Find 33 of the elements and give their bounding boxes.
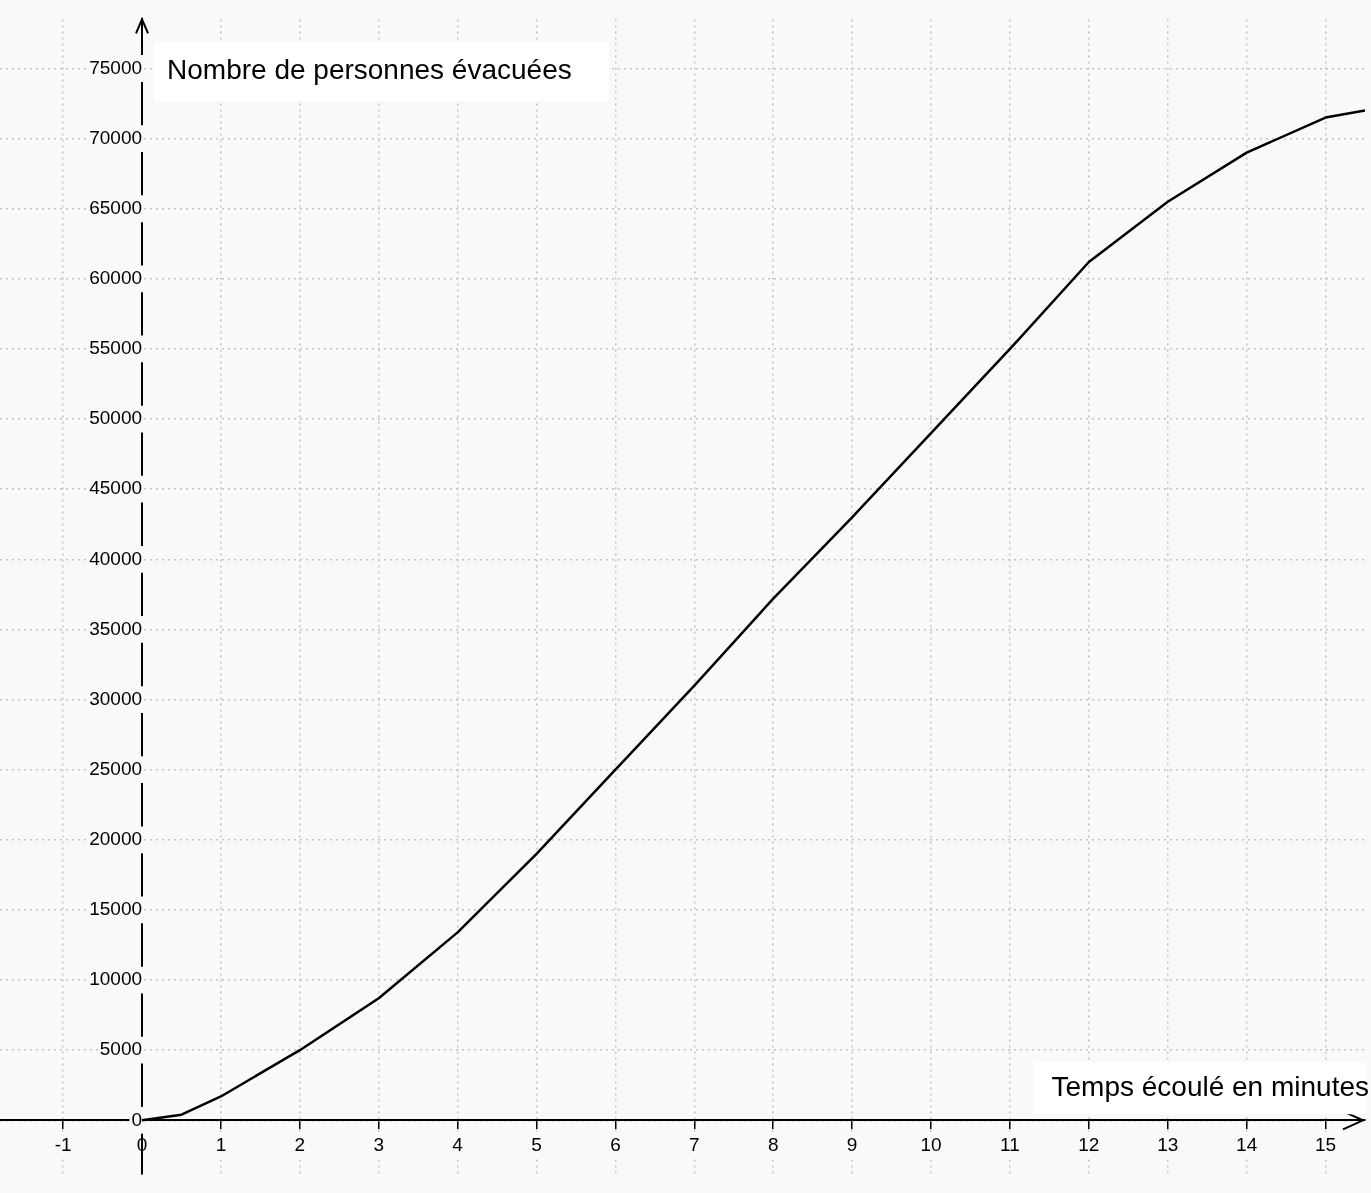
y-tick-label: 25000 bbox=[89, 757, 143, 779]
y-tick-label: 5000 bbox=[99, 1038, 143, 1060]
y-tick-label: 50000 bbox=[89, 407, 143, 429]
x-tick-label: 1 bbox=[215, 1133, 227, 1155]
x-tick-label: 8 bbox=[767, 1133, 779, 1155]
x-axis-title: Temps écoulé en minutes bbox=[1051, 1071, 1369, 1103]
x-tick-label: 7 bbox=[689, 1133, 700, 1155]
x-tick-label: 10 bbox=[920, 1133, 942, 1155]
x-tick-label: 11 bbox=[1000, 1133, 1020, 1155]
x-tick-label: 13 bbox=[1157, 1133, 1179, 1155]
x-tick-label: 4 bbox=[452, 1133, 464, 1155]
y-tick-label: 35000 bbox=[89, 617, 143, 639]
y-tick-label: 75000 bbox=[89, 56, 143, 78]
x-tick-label: 9 bbox=[846, 1133, 858, 1155]
x-tick-label: -1 bbox=[54, 1133, 72, 1155]
y-tick-label: 15000 bbox=[89, 898, 143, 920]
x-tick-label: 2 bbox=[294, 1133, 306, 1155]
x-tick-label: 14 bbox=[1236, 1133, 1258, 1155]
y-tick-label: 45000 bbox=[89, 477, 143, 499]
y-tick-label: 55000 bbox=[89, 337, 143, 359]
y-tick-label: 70000 bbox=[89, 126, 143, 148]
x-tick-label: 12 bbox=[1078, 1133, 1100, 1155]
y-tick-label: 65000 bbox=[89, 196, 143, 218]
x-tick-label: 6 bbox=[610, 1133, 621, 1155]
y-tick-label: 60000 bbox=[89, 267, 143, 289]
y-tick-label: 10000 bbox=[89, 968, 143, 990]
x-tick-label: 3 bbox=[373, 1133, 385, 1155]
x-tick-label: 15 bbox=[1314, 1133, 1337, 1155]
y-tick-label: 20000 bbox=[89, 828, 143, 850]
y-tick-label: 40000 bbox=[89, 547, 143, 569]
y-tick-label: 30000 bbox=[89, 687, 143, 709]
y-axis-title: Nombre de personnes évacuées bbox=[167, 54, 572, 86]
x-tick-label: 5 bbox=[531, 1133, 542, 1155]
